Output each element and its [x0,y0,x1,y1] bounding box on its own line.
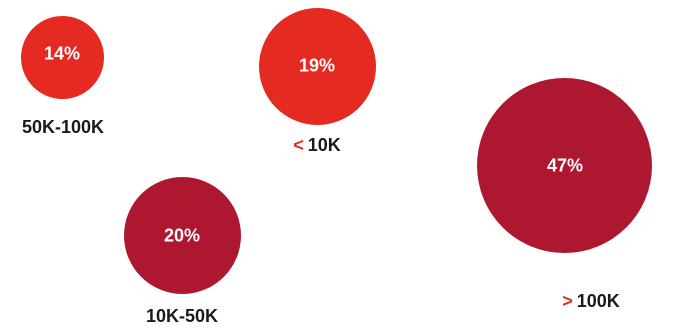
bubble-label-under-10k: <10K [293,135,341,155]
bubble-label-50k-100k: 50K-100K [21,117,105,137]
bubble-10k-50k [124,177,241,294]
bubble-value-10k-50k: 20% [163,225,201,246]
bubble-value-50k-100k: 14% [43,43,81,64]
less-than-marker: < [293,135,304,155]
bubble-value-over-100k: 47% [546,155,584,176]
bubble-over-100k [477,78,652,253]
bubble-label-10k-50k: 10K-50K [145,306,219,326]
bubble-under-10k [259,8,376,125]
greater-than-marker: > [562,291,573,311]
bubble-label-over-100k: >100K [562,291,620,311]
bubble-value-under-10k: 19% [298,55,336,76]
bubble-50k-100k [21,16,104,99]
